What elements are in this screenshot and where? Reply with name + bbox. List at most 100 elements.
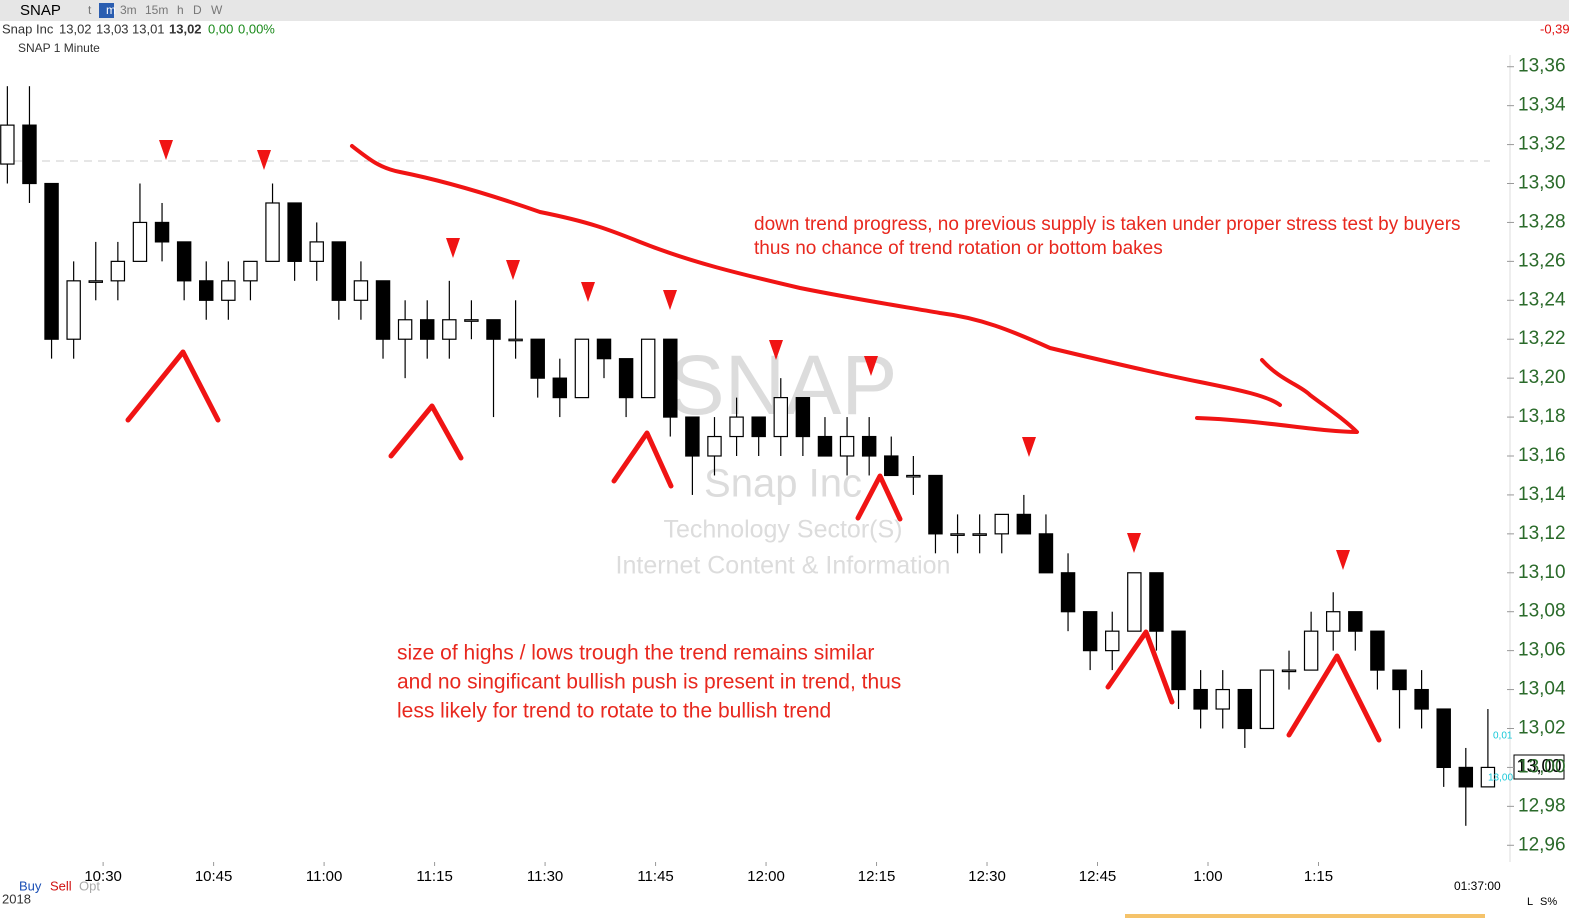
- timeframe[interactable]: m: [106, 3, 116, 17]
- low: 13,01: [132, 21, 165, 36]
- candle-body: [1281, 669, 1297, 673]
- x-tick-label: 1:15: [1304, 868, 1333, 885]
- candle-body: [1060, 572, 1076, 613]
- y-tick-label: 13,04: [1518, 679, 1566, 700]
- change: 0,00: [208, 21, 233, 36]
- candle-body: [552, 377, 568, 399]
- candle-body: [375, 280, 391, 340]
- scroll-bar[interactable]: [1125, 914, 1485, 918]
- x-tick-label: 12:00: [747, 868, 785, 885]
- candle-body: [751, 416, 766, 438]
- candle-body: [972, 533, 987, 536]
- timeframe[interactable]: W: [211, 3, 223, 17]
- buy[interactable]: Buy: [19, 878, 42, 893]
- candle-body: [1105, 630, 1120, 652]
- candle-body: [508, 338, 523, 342]
- timeframe[interactable]: 3m: [120, 3, 137, 17]
- candle-body: [88, 280, 103, 283]
- candle-body: [243, 260, 258, 282]
- trend-note: down trend progress, no previous supply …: [754, 214, 1461, 235]
- swing-note: less likely for trend to rotate to the b…: [397, 700, 831, 723]
- candle-body: [66, 280, 81, 340]
- timeframe[interactable]: D: [193, 3, 202, 17]
- candle-body: [0, 124, 15, 165]
- x-tick-label: 11:45: [637, 868, 673, 885]
- candle-body: [353, 280, 369, 301]
- name: Snap Inc: [2, 21, 54, 36]
- toolbar: [0, 0, 1569, 21]
- candle-body: [530, 338, 545, 379]
- candle-body: [1259, 669, 1275, 730]
- sell[interactable]: Sell: [50, 878, 72, 893]
- y-tick-label: 13,36: [1518, 56, 1566, 77]
- y-tick-label: 13,32: [1518, 134, 1566, 155]
- candle-body: [22, 124, 37, 185]
- candle-body: [309, 241, 324, 262]
- watermark-industry: Internet Content & Information: [616, 552, 951, 580]
- y-tick-label: 13,06: [1518, 640, 1566, 661]
- y-tick-label: 13,26: [1518, 250, 1566, 271]
- opt[interactable]: Opt: [79, 878, 100, 893]
- symbol[interactable]: SNAP: [20, 2, 61, 19]
- change-pct: 0,00%: [238, 21, 275, 36]
- tf-active: [99, 3, 114, 18]
- y-tick-label: 13,14: [1518, 484, 1566, 505]
- candle-body: [486, 319, 501, 340]
- candle-body: [464, 319, 479, 322]
- candle-body: [596, 338, 612, 360]
- watermark-name: Snap Inc: [704, 462, 862, 506]
- bid-label: 0,01: [1493, 731, 1513, 742]
- candle-body: [442, 319, 457, 340]
- candle-body: [685, 416, 700, 457]
- candle-body: [640, 338, 656, 399]
- last: 13,02: [169, 21, 202, 36]
- y-tick-label: 13,16: [1518, 445, 1566, 466]
- candle-body: [1215, 688, 1230, 710]
- candle-body: [1193, 688, 1208, 710]
- s-toggle[interactable]: S%: [1540, 896, 1557, 908]
- candle-body: [1348, 611, 1363, 632]
- day-change: -0,39: [1540, 21, 1569, 36]
- candle-body: [265, 202, 280, 262]
- x-tick-label: 12:15: [858, 868, 896, 885]
- candle-body: [287, 202, 302, 262]
- y-tick-label: 13,18: [1518, 406, 1566, 427]
- candles: [0, 86, 1496, 826]
- candle-body: [1303, 630, 1319, 671]
- timeframe[interactable]: h: [177, 3, 184, 17]
- x-tick-label: 11:30: [527, 868, 563, 885]
- candle-body: [729, 416, 744, 438]
- l-toggle[interactable]: L: [1527, 896, 1533, 908]
- candle-body: [176, 241, 192, 282]
- candle-body: [221, 280, 236, 301]
- ask-label: 13,00: [1488, 773, 1513, 784]
- candle-body: [397, 319, 413, 340]
- candle-body: [1370, 630, 1385, 671]
- candle-body: [618, 358, 634, 399]
- candle-body: [1171, 630, 1186, 691]
- candle-body: [1458, 766, 1474, 788]
- candle-body: [928, 474, 943, 535]
- candle-body: [1436, 708, 1451, 769]
- candle-body: [331, 241, 347, 301]
- candle-body: [1127, 572, 1142, 632]
- candle-body: [950, 533, 965, 536]
- time: 01:37:00: [1454, 879, 1501, 893]
- y-tick-label: 13,20: [1518, 367, 1566, 388]
- y-tick-label: 13,28: [1518, 211, 1566, 232]
- y-tick-label: 13,34: [1518, 95, 1566, 116]
- price-box: [1513, 754, 1565, 780]
- candle-body: [707, 435, 722, 457]
- timeframe[interactable]: t: [88, 3, 92, 17]
- timeframe[interactable]: 15m: [145, 3, 168, 17]
- open: 13,02: [59, 21, 92, 36]
- y-tick-label: 12,96: [1518, 834, 1566, 855]
- candle-body: [110, 260, 126, 282]
- candle-body: [1038, 533, 1054, 574]
- x-tick-label: 10:45: [195, 868, 233, 885]
- chart-label[interactable]: SNAP 1 Minute: [18, 41, 100, 55]
- price-box-label: 13,00: [1516, 756, 1561, 776]
- candle-body: [663, 338, 678, 418]
- y-tick-label: 13,12: [1518, 523, 1566, 544]
